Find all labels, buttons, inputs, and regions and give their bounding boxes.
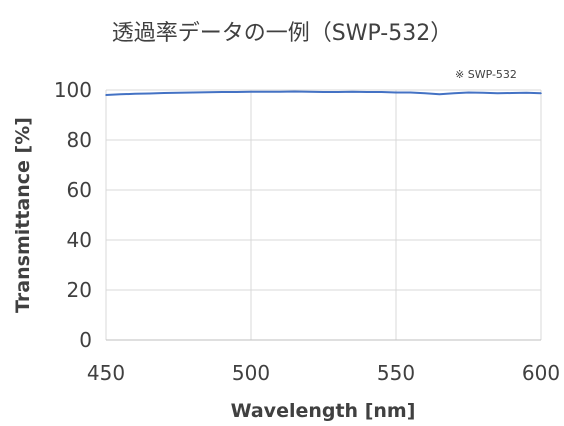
data-point xyxy=(482,91,484,94)
data-point xyxy=(119,93,122,96)
data-point xyxy=(438,93,441,96)
data-point xyxy=(293,90,296,93)
x-tick-label: 500 xyxy=(232,361,270,385)
data-point xyxy=(453,92,455,95)
data-point xyxy=(409,91,412,94)
data-point xyxy=(366,91,368,93)
y-tick-label: 20 xyxy=(67,278,92,302)
x-tick-label: 600 xyxy=(522,361,560,385)
series-layer xyxy=(105,90,542,96)
data-point xyxy=(511,92,513,94)
x-tick-label: 450 xyxy=(87,361,125,385)
data-point xyxy=(192,91,194,94)
data-point xyxy=(105,94,107,96)
data-point xyxy=(279,90,281,93)
x-tick-label: 550 xyxy=(377,361,415,385)
data-point xyxy=(264,90,267,93)
data-point xyxy=(525,91,528,94)
chart-title: 透過率データの一例（SWP-532） xyxy=(112,21,452,46)
data-point xyxy=(395,91,397,94)
data-point xyxy=(380,91,383,93)
data-point xyxy=(148,92,151,95)
data-point xyxy=(351,90,354,93)
data-point xyxy=(308,90,310,93)
data-point xyxy=(250,90,252,93)
y-tick-label: 40 xyxy=(67,228,92,252)
data-point xyxy=(235,91,238,93)
data-point xyxy=(177,91,180,94)
data-point xyxy=(163,92,165,94)
y-tick-label: 60 xyxy=(67,178,92,202)
data-point xyxy=(540,92,542,95)
y-tick-label: 0 xyxy=(79,328,92,352)
annotation-note: ※ SWP-532 xyxy=(455,68,517,81)
y-tick-label: 100 xyxy=(54,78,92,102)
data-point xyxy=(424,92,426,95)
data-point xyxy=(337,91,339,93)
x-axis-label: Wavelength [nm] xyxy=(231,400,416,422)
data-point xyxy=(221,91,223,93)
data-point xyxy=(467,91,470,94)
data-point xyxy=(496,92,499,95)
gridlines xyxy=(105,89,542,340)
y-tick-labels: 0 20 40 60 80 100 xyxy=(54,78,92,352)
data-point xyxy=(134,92,136,95)
y-tick-label: 80 xyxy=(67,128,92,152)
data-point xyxy=(322,91,325,93)
y-axis-label: Transmittance [%] xyxy=(12,117,34,313)
x-tick-labels: 450 500 550 600 xyxy=(87,361,560,385)
data-point xyxy=(206,91,209,94)
